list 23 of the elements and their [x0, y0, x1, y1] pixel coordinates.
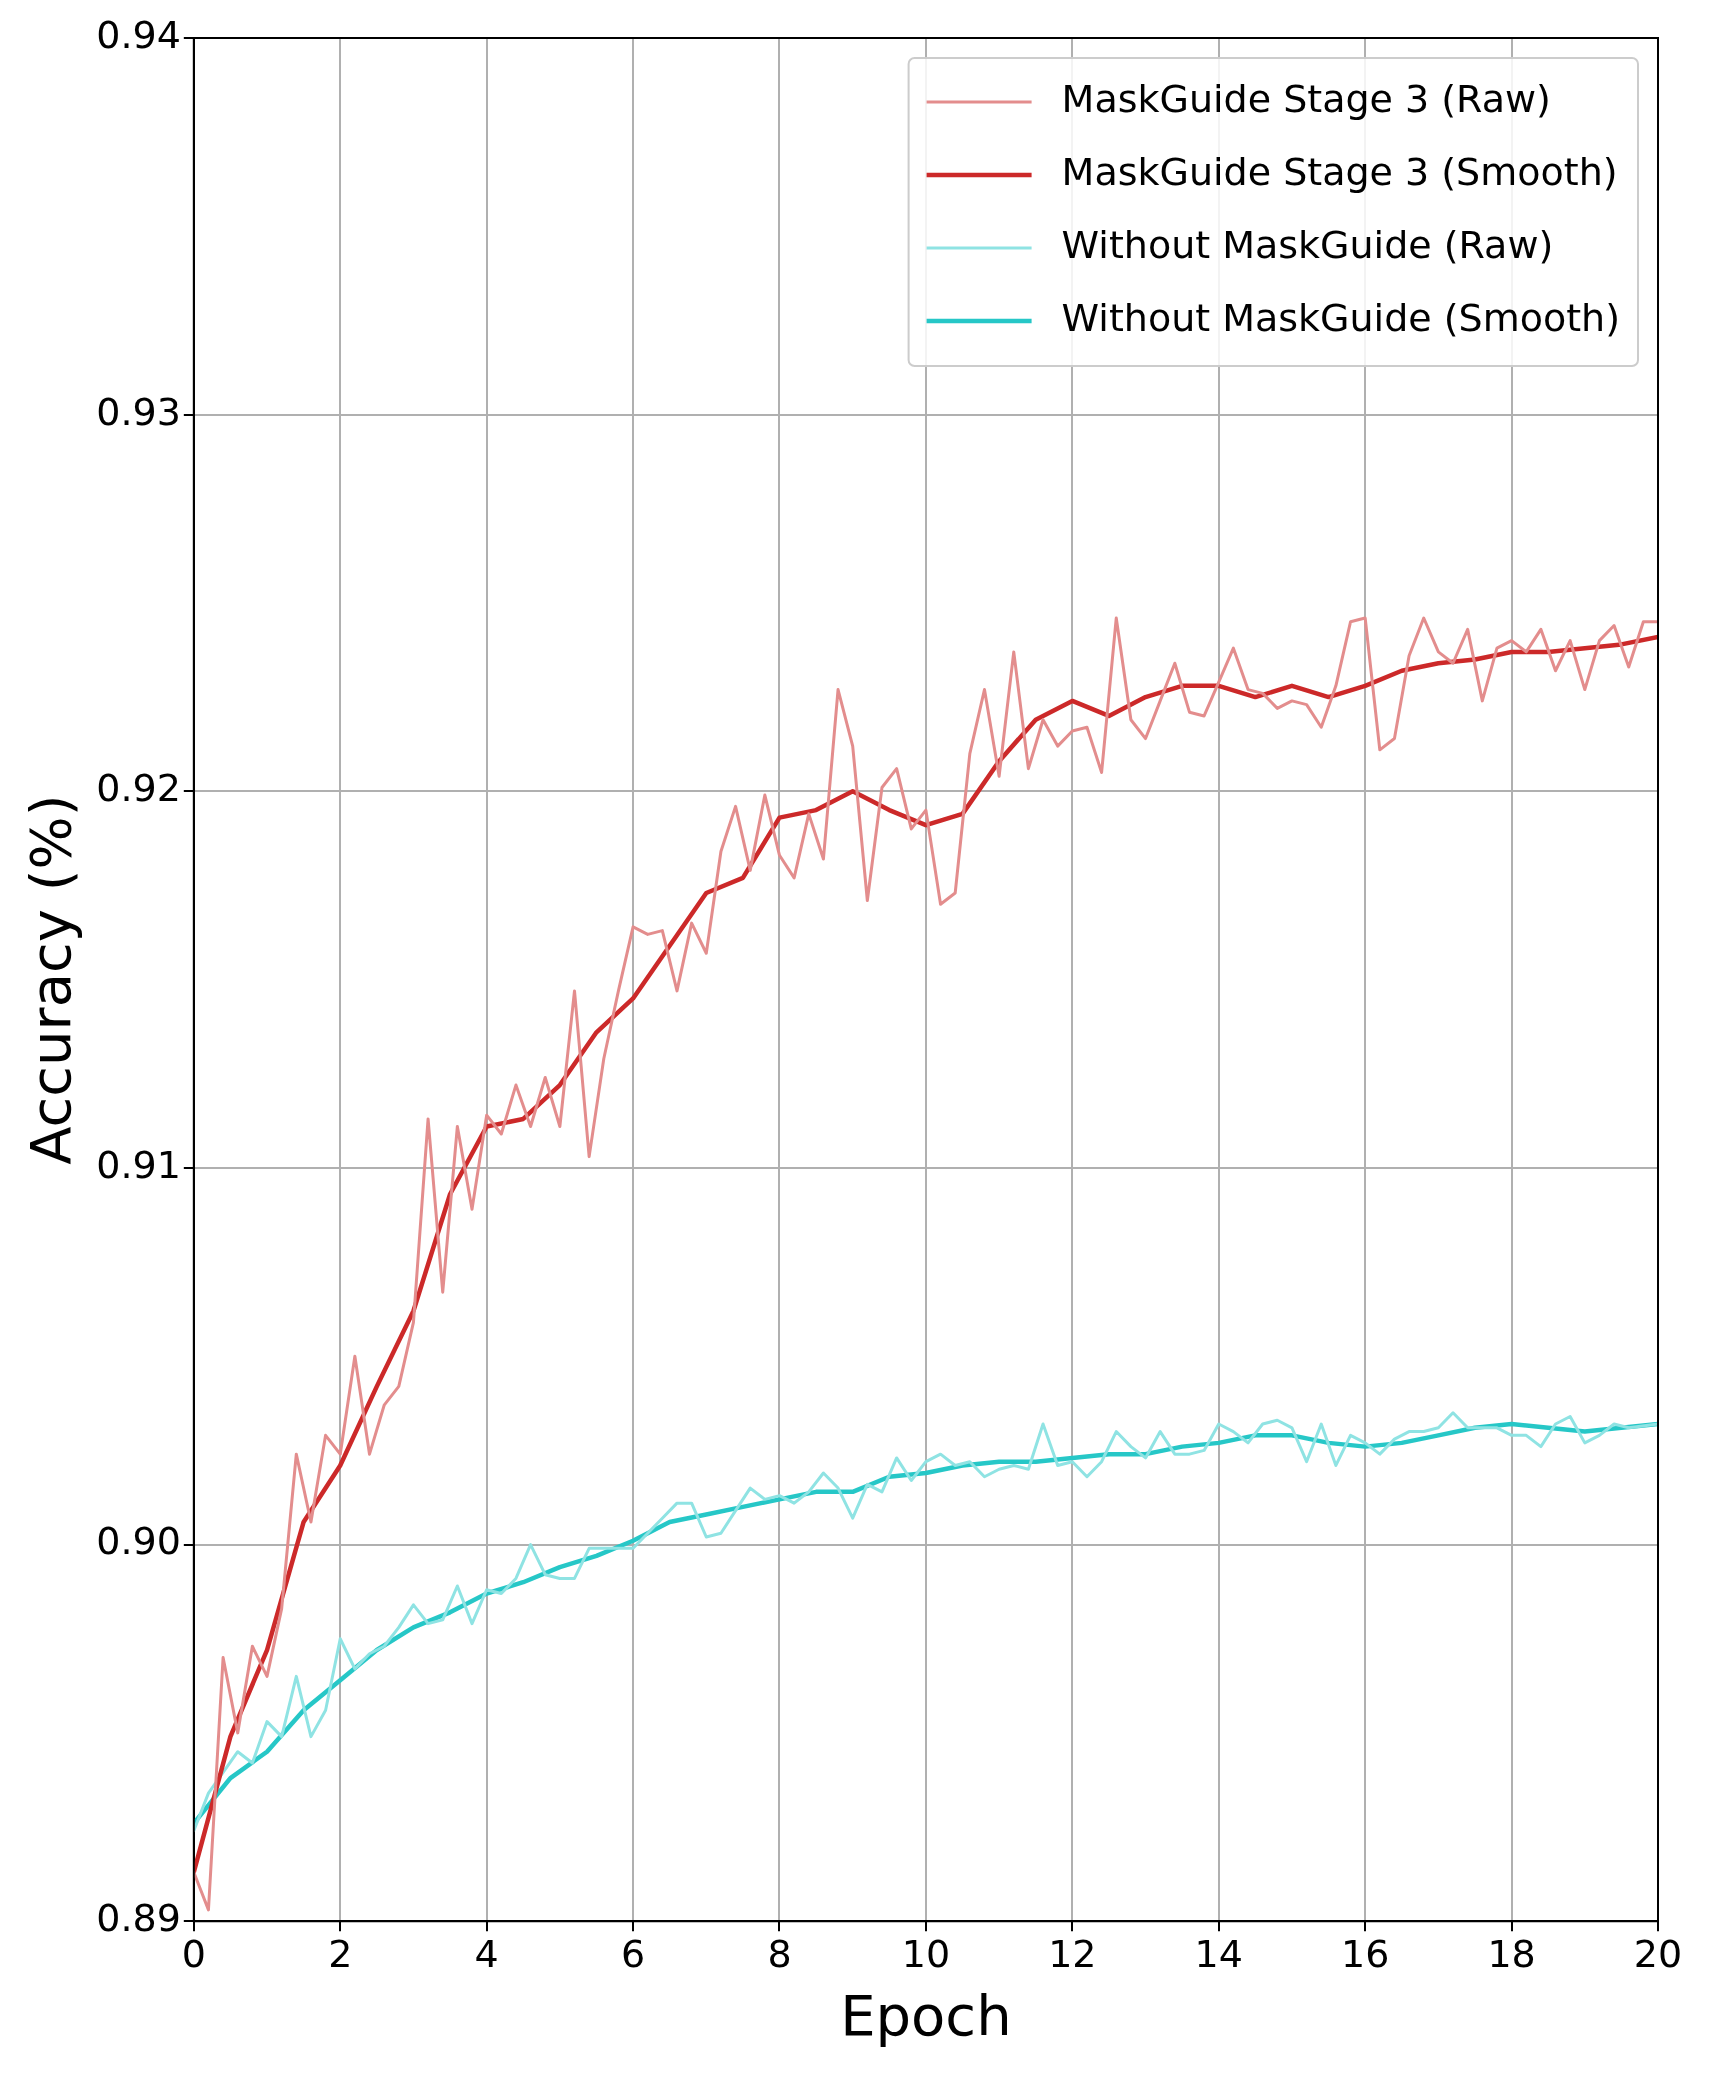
x-tick-label: 2: [328, 1931, 353, 1976]
x-tick-label: 12: [1048, 1931, 1097, 1976]
y-tick-label: 0.89: [96, 1896, 181, 1941]
y-tick-label: 0.90: [96, 1519, 181, 1564]
y-tick-label: 0.91: [96, 1142, 181, 1187]
x-tick-label: 18: [1487, 1931, 1536, 1976]
y-axis-title: Accuracy (%): [18, 794, 84, 1165]
x-tick-label: 20: [1633, 1931, 1683, 1976]
x-tick-label: 14: [1194, 1931, 1243, 1976]
x-tick-label: 4: [474, 1931, 499, 1976]
x-tick-label: 16: [1340, 1931, 1390, 1976]
legend-label: MaskGuide Stage 3 (Smooth): [1061, 149, 1618, 194]
legend-label: MaskGuide Stage 3 (Raw): [1061, 76, 1551, 121]
x-tick-label: 10: [901, 1931, 951, 1976]
x-tick-label: 6: [620, 1931, 646, 1976]
legend-label: Without MaskGuide (Raw): [1061, 222, 1554, 267]
x-axis-title: Epoch: [840, 1982, 1012, 2048]
x-tick-label: 8: [767, 1931, 792, 1976]
y-tick-label: 0.92: [96, 766, 181, 811]
y-tick-label: 0.94: [96, 12, 181, 57]
y-tick-label: 0.93: [96, 389, 181, 434]
legend-label: Without MaskGuide (Smooth): [1061, 295, 1620, 340]
x-tick-label: 0: [181, 1931, 206, 1976]
